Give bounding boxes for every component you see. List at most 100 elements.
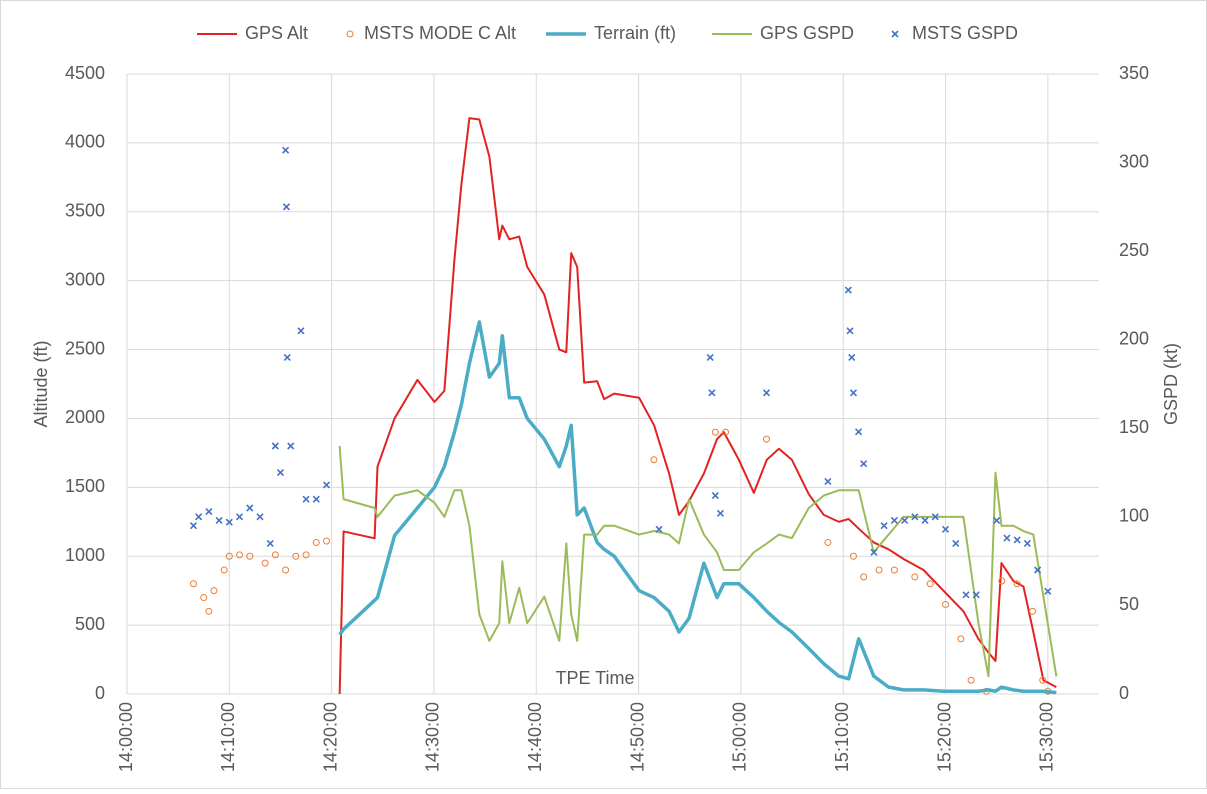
marker (942, 600, 950, 608)
x-tick-label: 14:50:00 (627, 702, 647, 772)
marker (1013, 536, 1021, 544)
marker (711, 428, 719, 436)
x-tick-label: 15:00:00 (730, 702, 750, 772)
marker (870, 548, 878, 556)
x-tick-label: 15:10:00 (832, 702, 852, 772)
marker (282, 203, 291, 211)
y-tick-label: 3000 (65, 269, 105, 289)
marker (962, 591, 970, 599)
y-tick-label: 4000 (65, 132, 105, 152)
marker (312, 538, 320, 546)
x-tick-label: 15:20:00 (934, 702, 954, 772)
marker (1013, 580, 1021, 588)
marker (967, 676, 975, 684)
marker (1028, 607, 1036, 615)
marker (706, 353, 714, 361)
marker (941, 525, 950, 533)
marker (271, 551, 279, 559)
x-tick-label: 14:20:00 (320, 702, 340, 772)
y-axis-label: Altitude (ft) (31, 340, 51, 427)
marker (1044, 587, 1052, 595)
marker (266, 539, 274, 547)
x-tick-label: 14:00:00 (116, 702, 136, 772)
y-tick-label: 0 (95, 683, 105, 703)
marker (292, 552, 300, 560)
marker (1003, 534, 1011, 542)
marker (711, 492, 719, 500)
y2-tick-label: 300 (1119, 151, 1149, 171)
marker (276, 469, 285, 477)
x-tick-label: 14:30:00 (423, 702, 443, 772)
y2-tick-label: 350 (1119, 63, 1149, 83)
marker (189, 522, 198, 530)
legend-label: GPS GSPD (760, 23, 854, 43)
marker (200, 594, 208, 602)
marker (195, 513, 203, 521)
marker (302, 551, 310, 559)
marker (901, 516, 909, 524)
marker (952, 539, 960, 547)
marker (302, 495, 310, 503)
marker (890, 516, 898, 524)
marker (846, 327, 854, 335)
y2-tick-label: 200 (1119, 328, 1149, 348)
y-tick-label: 2500 (65, 338, 105, 358)
y2-tick-label: 250 (1119, 240, 1149, 260)
marker (860, 573, 868, 581)
marker (215, 516, 223, 524)
marker (890, 566, 898, 574)
marker (844, 286, 852, 294)
marker (849, 552, 857, 560)
marker (860, 460, 868, 468)
marker (225, 518, 233, 526)
legend-label: GPS Alt (245, 23, 308, 43)
marker (926, 580, 934, 588)
marker (205, 507, 213, 516)
marker (283, 353, 291, 361)
marker (220, 566, 228, 574)
y-tick-label: 2000 (65, 407, 105, 427)
y2-tick-label: 0 (1119, 683, 1129, 703)
marker (271, 442, 279, 450)
y-tick-label: 3500 (65, 201, 105, 221)
legend-label: MSTS MODE C Alt (364, 23, 516, 43)
marker (246, 552, 254, 560)
marker (708, 389, 716, 397)
marker (297, 327, 305, 335)
marker (716, 509, 724, 517)
y2-axis-label: GSPD (kt) (1161, 343, 1181, 425)
y-tick-label: 1500 (65, 476, 105, 496)
marker (261, 559, 269, 567)
marker (650, 456, 658, 464)
legend-label: MSTS GSPD (912, 23, 1018, 43)
marker (972, 591, 980, 599)
marker (824, 538, 832, 546)
marker (875, 566, 883, 574)
marker (655, 525, 663, 533)
marker (282, 566, 290, 574)
marker (880, 522, 888, 530)
legend-swatch (891, 30, 899, 38)
marker (210, 587, 218, 595)
marker (323, 537, 331, 545)
marker (824, 477, 832, 485)
marker (312, 495, 320, 503)
marker (1034, 566, 1042, 574)
legend-label: Terrain (ft) (594, 23, 676, 43)
marker (246, 504, 254, 512)
series-line (338, 117, 1057, 695)
y-tick-label: 500 (75, 614, 105, 634)
marker (190, 580, 198, 588)
marker (322, 481, 331, 489)
marker (911, 573, 919, 581)
marker (287, 442, 295, 450)
y-tick-label: 1000 (65, 545, 105, 565)
marker (911, 513, 919, 521)
marker (205, 607, 213, 615)
marker (722, 428, 730, 436)
y2-tick-label: 50 (1119, 594, 1139, 614)
y2-tick-label: 100 (1119, 506, 1149, 526)
y-tick-label: 4500 (65, 63, 105, 83)
